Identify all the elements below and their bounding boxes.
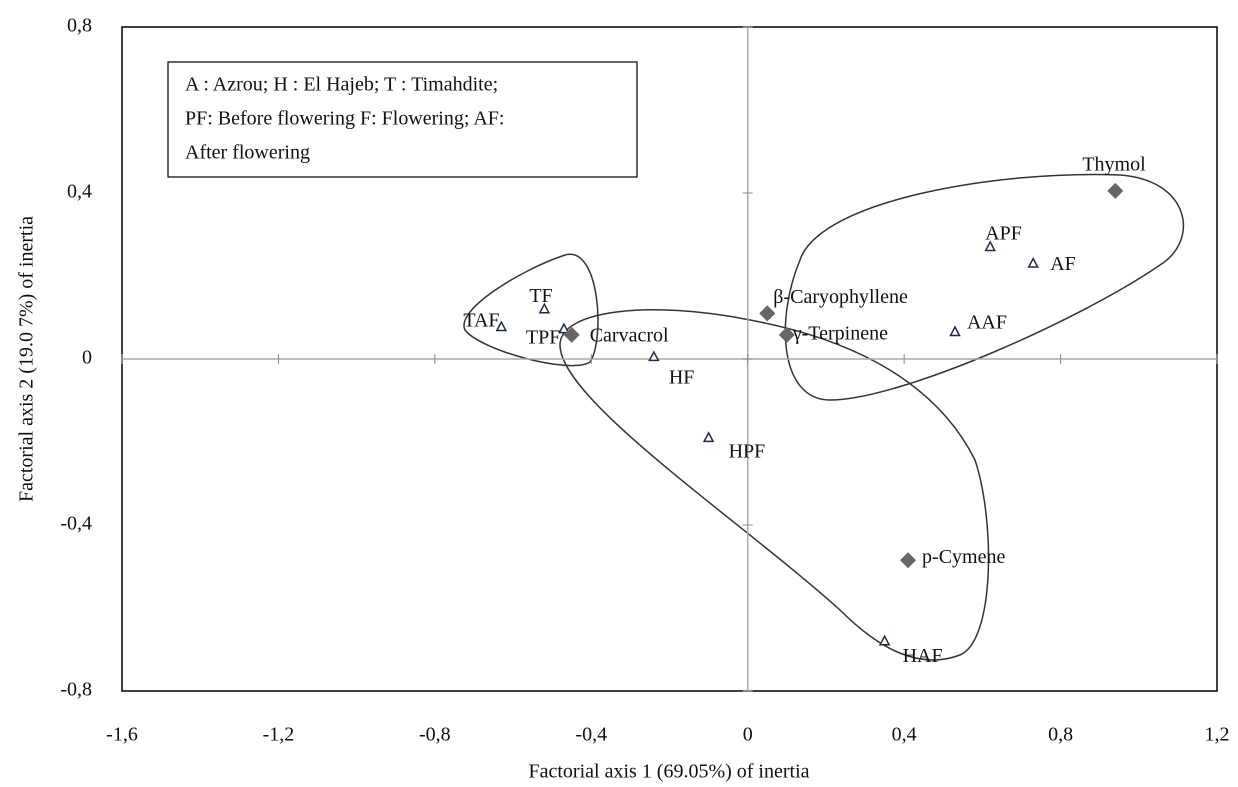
point — [949, 325, 961, 337]
point-label: γ-Terpinene — [792, 323, 888, 345]
point — [563, 326, 580, 343]
point-label: TPF — [526, 327, 560, 349]
y-tick-label: 0,8 — [67, 15, 92, 37]
point — [495, 320, 508, 332]
point-label: APF — [985, 223, 1022, 245]
point-label: p-Cymene — [922, 546, 1005, 568]
group-outline — [559, 309, 990, 661]
x-tick-label: 0 — [743, 724, 753, 746]
x-tick-label: -1,6 — [106, 724, 138, 746]
point — [538, 302, 551, 314]
point — [1027, 256, 1039, 268]
x-tick-label: 1,2 — [1205, 724, 1230, 746]
point-label: AF — [1050, 253, 1076, 275]
group-outline — [784, 173, 1185, 401]
point — [702, 431, 715, 443]
point-label: HPF — [729, 440, 766, 462]
point-label: Thymol — [1082, 154, 1146, 176]
annotation: PF: Before flowering F: Flowering; AF: — [185, 108, 504, 130]
point-label: Carvacrol — [590, 325, 669, 347]
point — [558, 322, 570, 334]
annotation: A : Azrou; H : El Hajeb; T : Timahdite; — [185, 74, 498, 96]
x-tick-label: -1,2 — [263, 724, 295, 746]
legend-box — [167, 61, 638, 178]
y-axis-label: Factorial axis 2 (19.0 7%) of inertia — [16, 216, 38, 502]
point — [778, 326, 795, 343]
x-tick-label: -0,8 — [419, 724, 451, 746]
point-label: HF — [669, 367, 695, 389]
point-label: AAF — [967, 312, 1007, 334]
point — [984, 240, 996, 252]
y-tick-label: -0,8 — [60, 679, 92, 701]
groupings — [463, 173, 1185, 661]
point-label: TF — [529, 285, 552, 307]
point-label: TAF — [463, 310, 499, 332]
point — [759, 305, 776, 322]
x-tick-label: 0,8 — [1048, 724, 1073, 746]
point-label: β-Caryophyllene — [773, 286, 908, 308]
annotation: After flowering — [185, 142, 310, 164]
point — [648, 350, 660, 362]
point — [900, 552, 917, 569]
y-tick-label: -0,4 — [60, 513, 92, 535]
y-tick-label: 0 — [82, 347, 92, 369]
x-tick-label: -0,4 — [575, 724, 607, 746]
point-label: HAF — [903, 645, 943, 667]
point — [1107, 182, 1124, 199]
point — [878, 634, 891, 646]
x-axis-label: Factorial axis 1 (69.05%) of inertia — [528, 761, 809, 783]
y-tick-label: 0,4 — [67, 181, 92, 203]
x-tick-label: 0,4 — [892, 724, 917, 746]
